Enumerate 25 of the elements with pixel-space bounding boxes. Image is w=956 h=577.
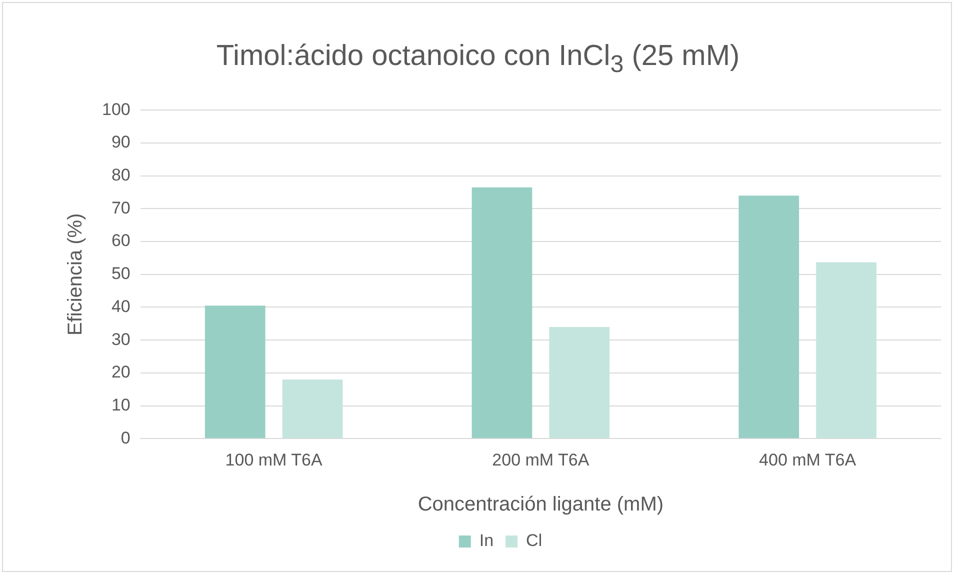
bar [204, 306, 266, 438]
y-tick-label: 100 [102, 100, 130, 119]
bar [549, 326, 610, 438]
x-tick-label: 200 mM T6A [492, 450, 590, 470]
x-tick-label: 400 mM T6A [759, 450, 857, 470]
y-tick-label: 60 [111, 231, 130, 250]
x-axis-title: Concentración ligante (mM) [418, 494, 664, 516]
bar [738, 196, 800, 438]
y-tick-label: 30 [111, 330, 130, 349]
y-tick-label: 0 [120, 428, 130, 448]
y-tick-label: 20 [111, 362, 130, 382]
bar [282, 379, 343, 438]
legend-label: In [479, 531, 494, 550]
y-axis-title: Eficiencia (%) [64, 213, 87, 336]
y-tick-label: 80 [111, 166, 130, 185]
y-tick-label: 10 [111, 395, 130, 414]
y-tick-label: 50 [111, 264, 130, 284]
bar [472, 187, 532, 438]
y-tick-label: 70 [111, 198, 130, 218]
x-tick-label: 100 mM T6A [225, 450, 323, 470]
bar [816, 262, 876, 438]
legend-label: Cl [526, 531, 542, 550]
y-tick-label: 90 [111, 132, 130, 152]
chart-title: Timol:ácido octanoico con InCl$_{3}$ (25 mM) [215, 40, 741, 79]
y-tick-label: 40 [111, 296, 130, 316]
